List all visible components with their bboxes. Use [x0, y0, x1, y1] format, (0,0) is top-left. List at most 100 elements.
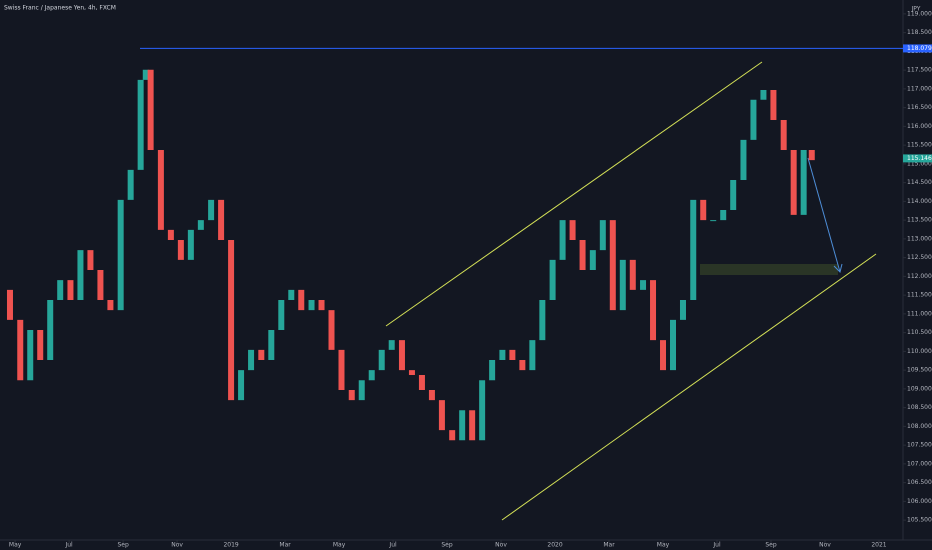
- candle: [770, 90, 777, 120]
- x-tick-label: Sep: [117, 542, 129, 549]
- x-tick-label: May: [333, 542, 346, 549]
- y-tick-label: 114.000: [907, 198, 932, 205]
- candle: [97, 270, 104, 300]
- y-tick-label: 119.000: [907, 10, 932, 17]
- candle: [47, 300, 54, 360]
- candle: [750, 99, 757, 140]
- x-tick-label: Sep: [765, 542, 777, 549]
- candle: [57, 280, 64, 300]
- hline-label-bg: [903, 44, 932, 53]
- candle: [660, 340, 667, 371]
- y-tick-label: 106.000: [907, 498, 932, 505]
- candle: [6, 289, 13, 320]
- y-tick-label: 115.000: [907, 160, 932, 167]
- hline-label: 118.079: [907, 45, 932, 52]
- candle: [438, 400, 445, 431]
- last-price-bg: [903, 154, 932, 163]
- candle: [27, 330, 34, 381]
- candle: [519, 360, 526, 371]
- y-tick-label: 118.500: [907, 29, 932, 36]
- x-tick-label: May: [657, 542, 670, 549]
- y-tick-label: 111.500: [907, 292, 932, 299]
- candle: [489, 360, 496, 381]
- channel-top: [385, 61, 763, 327]
- candle: [679, 300, 686, 320]
- candle: [690, 199, 697, 300]
- candle: [137, 79, 144, 170]
- candle: [398, 340, 405, 371]
- candle: [197, 220, 204, 230]
- y-tick-label: 112.500: [907, 254, 932, 261]
- y-tick-label: 115.500: [907, 142, 932, 149]
- candle: [629, 259, 636, 290]
- candle: [338, 349, 345, 390]
- candle: [418, 375, 425, 390]
- candle: [348, 390, 355, 401]
- candle: [589, 250, 596, 270]
- x-tick-label: 2021: [871, 542, 886, 549]
- candle: [107, 300, 114, 311]
- y-tick-label: 113.500: [907, 217, 932, 224]
- y-tick-label: 111.000: [907, 310, 932, 317]
- y-tick-label: 116.500: [907, 104, 932, 111]
- candle: [790, 150, 797, 215]
- candle: [640, 280, 647, 290]
- candle: [428, 390, 435, 401]
- candle: [509, 349, 516, 360]
- chart-title[interactable]: Swiss Franc / Japanese Yen, 4h, FXCM: [4, 5, 116, 12]
- y-tick-label: 107.500: [907, 442, 932, 449]
- forecast-arrow: [807, 157, 841, 273]
- candle: [308, 300, 315, 311]
- candle: [177, 240, 184, 260]
- y-tick-label: 112.000: [907, 273, 932, 280]
- candle: [599, 220, 606, 251]
- target-zone: [700, 264, 838, 275]
- y-tick-label: 116.000: [907, 123, 932, 130]
- candle: [37, 330, 44, 360]
- y-tick-label: 110.500: [907, 329, 932, 336]
- candle: [117, 199, 124, 311]
- candle: [328, 310, 335, 350]
- y-tick-label: 108.000: [907, 423, 932, 430]
- x-tick-label: May: [9, 542, 22, 549]
- x-tick-label: Mar: [603, 542, 615, 549]
- y-tick-label: 110.000: [907, 348, 932, 355]
- currency-label: JPY: [911, 6, 921, 13]
- candle: [459, 410, 466, 441]
- candle: [760, 90, 767, 100]
- candle: [258, 349, 265, 360]
- candle: [208, 199, 215, 221]
- candle: [142, 69, 149, 80]
- candle: [710, 220, 717, 222]
- candle: [378, 349, 385, 371]
- candle: [388, 340, 395, 350]
- candle: [17, 319, 24, 381]
- candle: [278, 300, 285, 330]
- candle: [318, 300, 325, 311]
- candle: [720, 210, 727, 221]
- x-tick-label: Jul: [388, 542, 397, 549]
- candle: [157, 150, 164, 230]
- candle: [449, 430, 456, 441]
- last-price-label: 115.146: [907, 155, 932, 162]
- arrow-head: [833, 263, 843, 273]
- candle: [549, 259, 556, 300]
- candle: [358, 380, 365, 401]
- candle: [669, 319, 676, 371]
- candle: [700, 199, 707, 221]
- x-tick-label: Sep: [441, 542, 453, 549]
- candle: [650, 280, 657, 341]
- candle: [808, 150, 815, 161]
- candle: [499, 349, 506, 360]
- candle: [67, 280, 74, 300]
- candle: [167, 229, 174, 240]
- x-tick-label: 2020: [547, 542, 562, 549]
- candle: [228, 240, 235, 401]
- candle: [740, 139, 747, 180]
- candle: [268, 330, 275, 360]
- candle: [288, 289, 295, 300]
- candle: [559, 220, 566, 260]
- candle: [218, 199, 225, 240]
- x-tick-label: 2019: [223, 542, 238, 549]
